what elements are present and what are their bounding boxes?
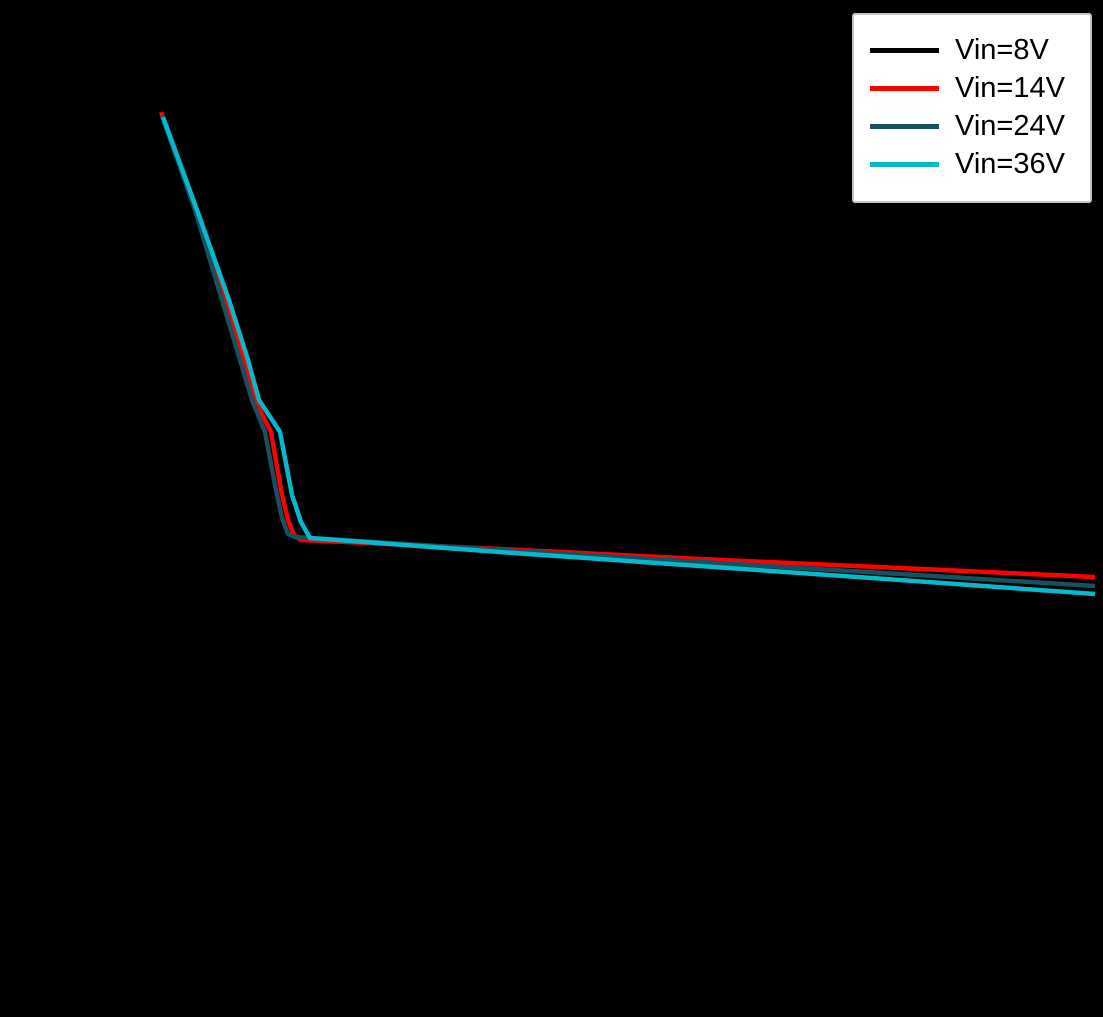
legend-label: Vin=24V	[955, 109, 1065, 142]
legend-item: Vin=36V	[870, 145, 1090, 183]
legend-item: Vin=24V	[870, 107, 1090, 145]
legend-line-swatch	[870, 161, 939, 167]
series-line-vin-24v	[159, 115, 1096, 589]
legend-line-swatch	[870, 47, 939, 53]
legend-label: Vin=8V	[955, 33, 1049, 66]
legend-item: Vin=14V	[870, 69, 1090, 107]
legend-label: Vin=14V	[955, 71, 1065, 104]
series-line-vin-14v	[158, 111, 1096, 580]
series-line-vin-36v	[160, 116, 1096, 597]
legend-line-swatch	[870, 85, 939, 91]
legend-label: Vin=36V	[955, 147, 1065, 180]
legend-item: Vin=8V	[870, 31, 1090, 69]
legend-line-swatch	[870, 123, 939, 129]
legend: Vin=8V Vin=14V Vin=24V Vin=36V	[852, 13, 1092, 203]
